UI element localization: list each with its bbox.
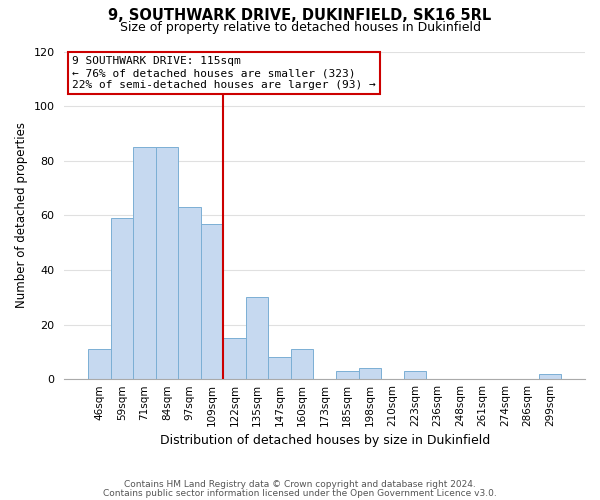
Bar: [133, 147, 155, 379]
Bar: [246, 298, 268, 379]
Bar: [178, 207, 201, 379]
Bar: [201, 224, 223, 379]
Text: Contains public sector information licensed under the Open Government Licence v3: Contains public sector information licen…: [103, 488, 497, 498]
Text: 9 SOUTHWARK DRIVE: 115sqm
← 76% of detached houses are smaller (323)
22% of semi: 9 SOUTHWARK DRIVE: 115sqm ← 76% of detac…: [72, 56, 376, 90]
Bar: [88, 349, 110, 379]
Bar: [291, 349, 313, 379]
Bar: [336, 371, 359, 379]
Bar: [223, 338, 246, 379]
Bar: [110, 218, 133, 379]
Text: Contains HM Land Registry data © Crown copyright and database right 2024.: Contains HM Land Registry data © Crown c…: [124, 480, 476, 489]
Text: Size of property relative to detached houses in Dukinfield: Size of property relative to detached ho…: [119, 21, 481, 34]
Bar: [155, 147, 178, 379]
Bar: [268, 358, 291, 379]
Y-axis label: Number of detached properties: Number of detached properties: [15, 122, 28, 308]
X-axis label: Distribution of detached houses by size in Dukinfield: Distribution of detached houses by size …: [160, 434, 490, 448]
Bar: [404, 371, 426, 379]
Bar: [359, 368, 381, 379]
Bar: [539, 374, 562, 379]
Text: 9, SOUTHWARK DRIVE, DUKINFIELD, SK16 5RL: 9, SOUTHWARK DRIVE, DUKINFIELD, SK16 5RL: [109, 8, 491, 22]
